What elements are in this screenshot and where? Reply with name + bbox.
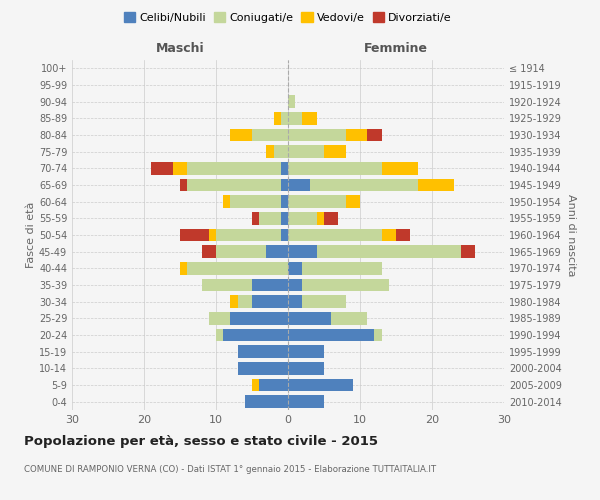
- Bar: [288, 279, 302, 291]
- Bar: [288, 396, 324, 408]
- Bar: [382, 229, 396, 241]
- Bar: [216, 229, 281, 241]
- Bar: [173, 162, 187, 174]
- Bar: [288, 112, 302, 124]
- Bar: [302, 279, 389, 291]
- Bar: [288, 229, 382, 241]
- Bar: [288, 212, 317, 224]
- Text: Femmine: Femmine: [364, 42, 428, 55]
- Bar: [259, 379, 288, 391]
- Bar: [266, 246, 288, 258]
- Bar: [281, 179, 288, 192]
- Bar: [288, 346, 324, 358]
- Bar: [252, 129, 288, 141]
- Bar: [252, 296, 288, 308]
- Bar: [238, 362, 288, 374]
- Bar: [223, 329, 288, 341]
- Bar: [252, 279, 288, 291]
- Bar: [346, 196, 360, 208]
- Bar: [202, 279, 252, 291]
- Bar: [374, 329, 382, 341]
- Bar: [288, 296, 302, 308]
- Bar: [288, 179, 310, 192]
- Bar: [310, 179, 418, 192]
- Bar: [281, 112, 288, 124]
- Bar: [367, 129, 382, 141]
- Bar: [151, 162, 173, 174]
- Text: COMUNE DI RAMPONIO VERNA (CO) - Dati ISTAT 1° gennaio 2015 - Elaborazione TUTTAI: COMUNE DI RAMPONIO VERNA (CO) - Dati IST…: [24, 465, 436, 474]
- Bar: [418, 179, 454, 192]
- Bar: [209, 229, 216, 241]
- Bar: [187, 179, 281, 192]
- Bar: [274, 146, 288, 158]
- Text: Popolazione per età, sesso e stato civile - 2015: Popolazione per età, sesso e stato civil…: [24, 435, 378, 448]
- Bar: [180, 229, 209, 241]
- Bar: [230, 196, 281, 208]
- Bar: [238, 296, 252, 308]
- Bar: [302, 112, 317, 124]
- Bar: [223, 196, 230, 208]
- Bar: [288, 312, 331, 324]
- Bar: [288, 129, 346, 141]
- Bar: [230, 129, 252, 141]
- Bar: [252, 212, 259, 224]
- Bar: [288, 246, 317, 258]
- Bar: [266, 146, 274, 158]
- Bar: [259, 212, 281, 224]
- Bar: [288, 96, 295, 108]
- Bar: [317, 212, 324, 224]
- Bar: [288, 362, 324, 374]
- Legend: Celibi/Nubili, Coniugati/e, Vedovi/e, Divorziati/e: Celibi/Nubili, Coniugati/e, Vedovi/e, Di…: [120, 8, 456, 28]
- Bar: [302, 296, 346, 308]
- Bar: [288, 262, 302, 274]
- Bar: [180, 179, 187, 192]
- Bar: [331, 312, 367, 324]
- Bar: [382, 162, 418, 174]
- Bar: [252, 379, 259, 391]
- Bar: [396, 229, 410, 241]
- Bar: [281, 162, 288, 174]
- Bar: [202, 246, 216, 258]
- Bar: [281, 212, 288, 224]
- Y-axis label: Fasce di età: Fasce di età: [26, 202, 36, 268]
- Bar: [317, 246, 461, 258]
- Bar: [187, 162, 281, 174]
- Bar: [288, 196, 346, 208]
- Bar: [302, 262, 382, 274]
- Bar: [288, 329, 374, 341]
- Bar: [216, 329, 223, 341]
- Bar: [461, 246, 475, 258]
- Y-axis label: Anni di nascita: Anni di nascita: [566, 194, 575, 276]
- Bar: [288, 162, 382, 174]
- Bar: [245, 396, 288, 408]
- Bar: [180, 262, 187, 274]
- Bar: [238, 346, 288, 358]
- Bar: [324, 146, 346, 158]
- Bar: [288, 146, 324, 158]
- Bar: [274, 112, 281, 124]
- Bar: [281, 229, 288, 241]
- Bar: [187, 262, 288, 274]
- Bar: [230, 312, 288, 324]
- Bar: [230, 296, 238, 308]
- Text: Maschi: Maschi: [155, 42, 205, 55]
- Bar: [346, 129, 367, 141]
- Bar: [209, 312, 230, 324]
- Bar: [288, 379, 353, 391]
- Bar: [324, 212, 338, 224]
- Bar: [216, 246, 266, 258]
- Bar: [281, 196, 288, 208]
